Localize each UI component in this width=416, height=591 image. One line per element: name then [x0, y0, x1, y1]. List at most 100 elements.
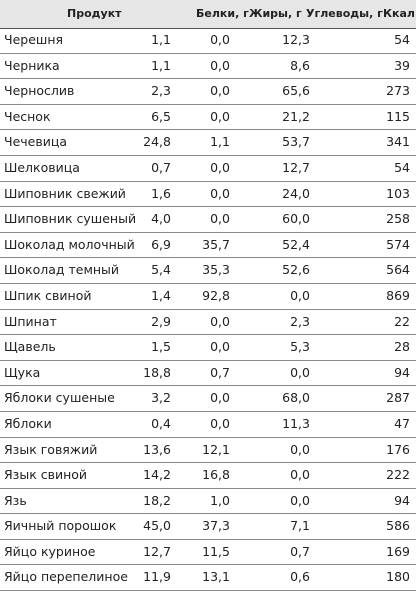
- cell-protein: 45,0: [143, 518, 171, 534]
- cell-carbs: 52,4: [282, 236, 310, 252]
- cell-product: Язык говяжий: [4, 441, 98, 457]
- cell-kcal: 586: [386, 518, 410, 534]
- table-body: Черешня 1,1 0,0 12,3 54 Черника 1,1 0,0 8,6 39 Чер…: [0, 28, 416, 591]
- cell-protein: 6,9: [151, 236, 171, 252]
- cell-protein: 2,3: [151, 83, 171, 99]
- cell-carbs: 60,0: [282, 211, 310, 227]
- table-row: Шоколад темный 5,4 35,3 52,6 564: [0, 258, 416, 284]
- cell-product: Чернослив: [4, 83, 75, 99]
- cell-fat: 35,3: [202, 262, 230, 278]
- cell-carbs: 21,2: [282, 108, 310, 124]
- cell-kcal: 54: [394, 32, 410, 47]
- table-row: Черешня 1,1 0,0 12,3 54: [0, 28, 416, 54]
- cell-kcal: 28: [394, 339, 410, 355]
- cell-product: Язь: [4, 492, 27, 508]
- header-protein: Белки, г: [196, 7, 249, 20]
- cell-product: Шпинат: [4, 313, 57, 329]
- cell-kcal: 222: [386, 467, 410, 483]
- table-row: Шпик свиной 1,4 92,8 0,0 869: [0, 284, 416, 310]
- cell-product: Яблоки: [4, 415, 52, 431]
- cell-kcal: 176: [386, 441, 410, 457]
- table-row: Щавель 1,5 0,0 5,3 28: [0, 335, 416, 361]
- cell-protein: 18,2: [143, 492, 171, 508]
- table-row: Черника 1,1 0,0 8,6 39: [0, 54, 416, 80]
- cell-fat: 0,0: [210, 159, 230, 175]
- cell-kcal: 869: [386, 287, 410, 303]
- table-row: Яйцо куриное 12,7 11,5 0,7 169: [0, 540, 416, 566]
- cell-protein: 14,2: [143, 467, 171, 483]
- cell-protein: 13,6: [143, 441, 171, 457]
- table-row: Шелковица 0,7 0,0 12,7 54: [0, 156, 416, 182]
- cell-product: Черешня: [4, 32, 64, 47]
- cell-product: Яблоки сушеные: [4, 390, 115, 406]
- cell-carbs: 2,3: [290, 313, 310, 329]
- cell-product: Щавель: [4, 339, 56, 355]
- cell-carbs: 52,6: [282, 262, 310, 278]
- cell-product: Шиповник свежий: [4, 185, 126, 201]
- cell-carbs: 0,0: [290, 364, 310, 380]
- cell-kcal: 180: [386, 569, 410, 585]
- cell-product: Шиповник сушеный: [4, 211, 137, 227]
- cell-kcal: 39: [394, 57, 410, 73]
- cell-fat: 0,7: [210, 364, 230, 380]
- cell-fat: 0,0: [210, 390, 230, 406]
- cell-product: Чеснок: [4, 108, 51, 124]
- cell-fat: 11,5: [202, 543, 230, 559]
- table-row: Щука 18,8 0,7 0,0 94: [0, 361, 416, 387]
- cell-carbs: 0,0: [290, 467, 310, 483]
- cell-carbs: 0,0: [290, 441, 310, 457]
- cell-fat: 16,8: [202, 467, 230, 483]
- cell-carbs: 65,6: [282, 83, 310, 99]
- cell-carbs: 68,0: [282, 390, 310, 406]
- table-row: Шиповник свежий 1,6 0,0 24,0 103: [0, 182, 416, 208]
- cell-fat: 0,0: [210, 108, 230, 124]
- cell-carbs: 53,7: [282, 134, 310, 150]
- cell-protein: 1,5: [151, 339, 171, 355]
- cell-carbs: 0,0: [290, 492, 310, 508]
- cell-kcal: 54: [394, 159, 410, 175]
- cell-fat: 13,1: [202, 569, 230, 585]
- table-row: Язык говяжий 13,6 12,1 0,0 176: [0, 438, 416, 464]
- cell-kcal: 169: [386, 543, 410, 559]
- cell-kcal: 564: [386, 262, 410, 278]
- cell-carbs: 8,6: [290, 57, 310, 73]
- cell-kcal: 273: [386, 83, 410, 99]
- header-carbs: Углеводы, г: [306, 7, 383, 20]
- cell-carbs: 0,6: [290, 569, 310, 585]
- cell-product: Шелковица: [4, 159, 80, 175]
- table-row: Чечевица 24,8 1,1 53,7 341: [0, 130, 416, 156]
- cell-kcal: 574: [386, 236, 410, 252]
- table-row: Яичный порошок 45,0 37,3 7,1 586: [0, 514, 416, 540]
- cell-fat: 0,0: [210, 32, 230, 47]
- cell-protein: 0,7: [151, 159, 171, 175]
- header-kcal: Ккал: [383, 7, 415, 20]
- cell-product: Язык свиной: [4, 467, 88, 483]
- cell-carbs: 5,3: [290, 339, 310, 355]
- cell-protein: 6,5: [151, 108, 171, 124]
- cell-carbs: 7,1: [290, 518, 310, 534]
- cell-protein: 1,4: [151, 287, 171, 303]
- table-row: Яйцо перепелиное 11,9 13,1 0,6 180: [0, 565, 416, 591]
- cell-kcal: 287: [386, 390, 410, 406]
- cell-protein: 1,1: [151, 57, 171, 73]
- table-row: Чернослив 2,3 0,0 65,6 273: [0, 79, 416, 105]
- cell-product: Яйцо перепелиное: [4, 569, 128, 585]
- cell-product: Черника: [4, 57, 60, 73]
- cell-fat: 0,0: [210, 313, 230, 329]
- cell-protein: 5,4: [151, 262, 171, 278]
- table-row: Яблоки 0,4 0,0 11,3 47: [0, 412, 416, 438]
- cell-fat: 35,7: [202, 236, 230, 252]
- cell-product: Чечевица: [4, 134, 67, 150]
- table-row: Чеснок 6,5 0,0 21,2 115: [0, 105, 416, 131]
- cell-protein: 12,7: [143, 543, 171, 559]
- cell-protein: 11,9: [143, 569, 171, 585]
- cell-carbs: 24,0: [282, 185, 310, 201]
- cell-kcal: 47: [394, 415, 410, 431]
- cell-fat: 92,8: [202, 287, 230, 303]
- cell-carbs: 11,3: [282, 415, 310, 431]
- cell-fat: 0,0: [210, 83, 230, 99]
- cell-kcal: 94: [394, 364, 410, 380]
- cell-kcal: 103: [386, 185, 410, 201]
- cell-fat: 0,0: [210, 415, 230, 431]
